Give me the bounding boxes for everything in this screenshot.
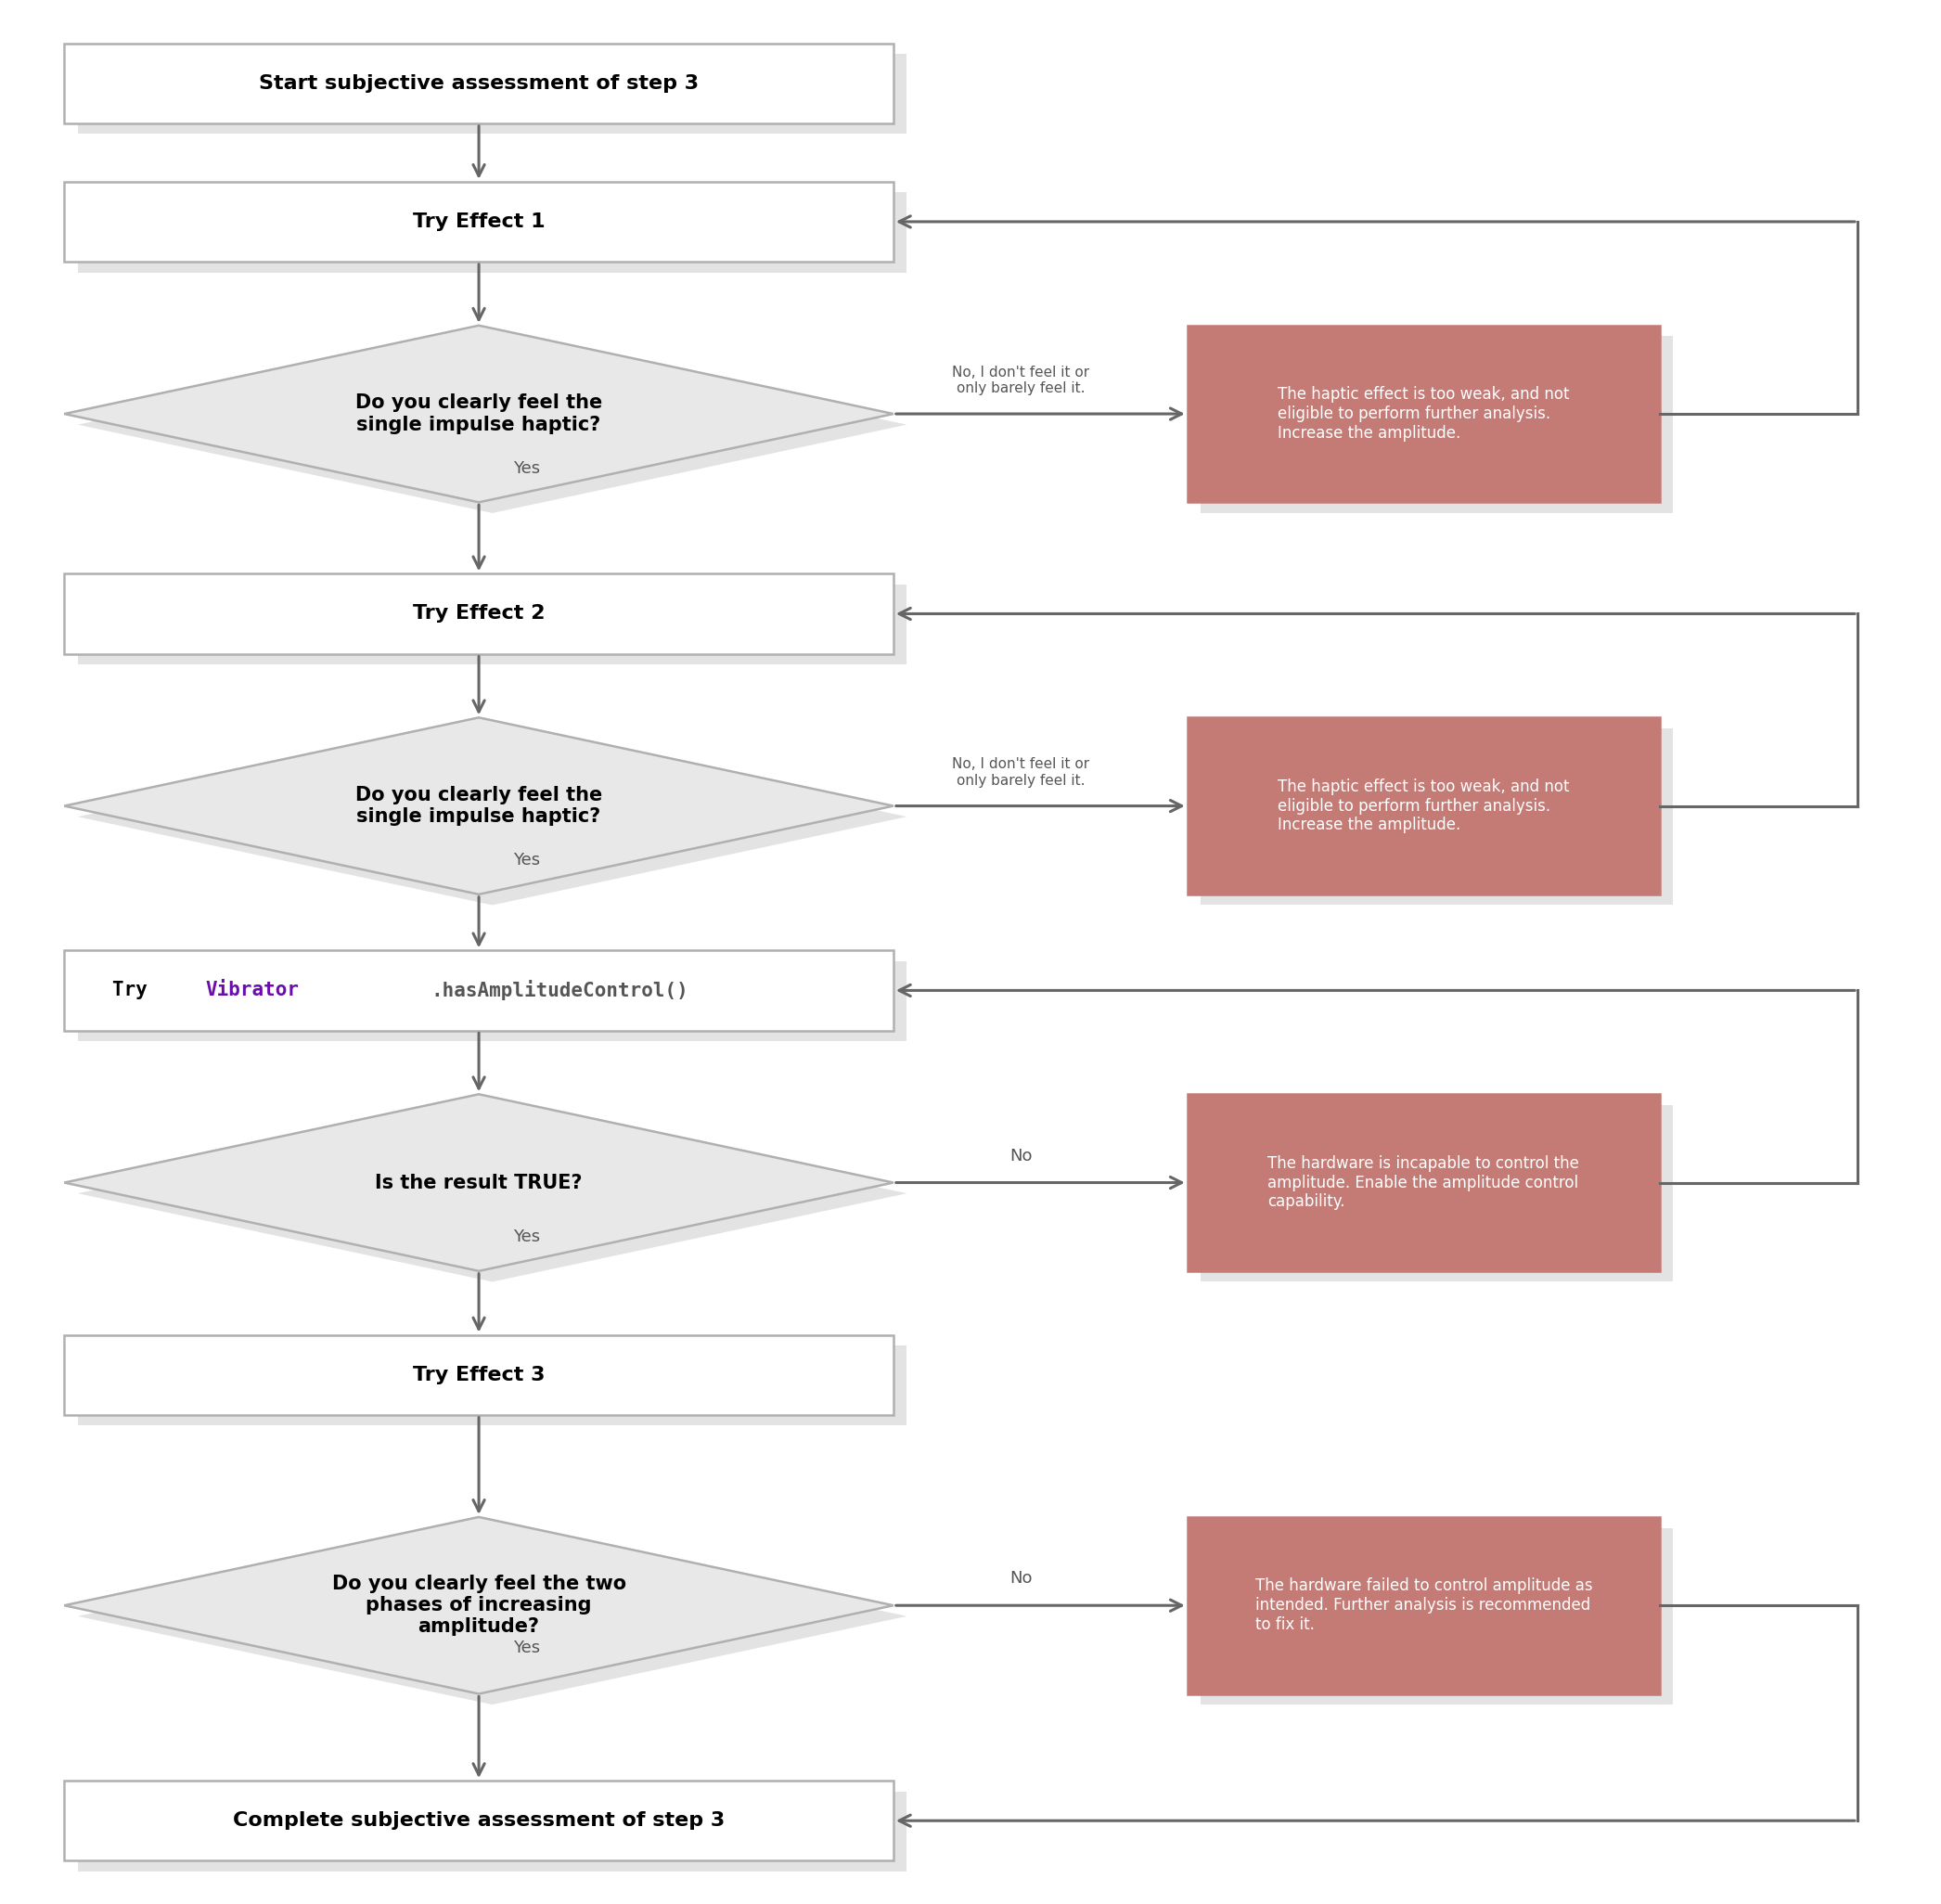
Text: .hasAmplitudeControl(): .hasAmplitudeControl() — [431, 981, 689, 1002]
FancyBboxPatch shape — [78, 962, 906, 1041]
Polygon shape — [78, 1527, 906, 1704]
Text: No, I don't feel it or
only barely feel it.: No, I don't feel it or only barely feel … — [953, 758, 1089, 788]
Text: Start subjective assessment of step 3: Start subjective assessment of step 3 — [258, 74, 699, 93]
FancyBboxPatch shape — [1188, 1095, 1660, 1272]
Text: Try: Try — [113, 981, 159, 1000]
Text: Do you clearly feel the
single impulse haptic?: Do you clearly feel the single impulse h… — [355, 786, 602, 826]
Text: Yes: Yes — [514, 853, 540, 868]
FancyBboxPatch shape — [64, 1780, 893, 1860]
Text: Yes: Yes — [514, 461, 540, 476]
Polygon shape — [64, 1095, 893, 1272]
FancyBboxPatch shape — [1201, 729, 1673, 904]
FancyBboxPatch shape — [78, 1792, 906, 1872]
FancyBboxPatch shape — [64, 573, 893, 653]
FancyBboxPatch shape — [78, 53, 906, 133]
FancyBboxPatch shape — [78, 192, 906, 272]
Text: Try Effect 2: Try Effect 2 — [413, 604, 545, 623]
Text: No: No — [1009, 1571, 1033, 1586]
FancyBboxPatch shape — [78, 1346, 906, 1426]
Text: Complete subjective assessment of step 3: Complete subjective assessment of step 3 — [233, 1811, 724, 1830]
Text: Is the result TRUE?: Is the result TRUE? — [375, 1173, 582, 1192]
FancyBboxPatch shape — [64, 181, 893, 261]
FancyBboxPatch shape — [64, 1335, 893, 1415]
Polygon shape — [78, 1104, 906, 1281]
FancyBboxPatch shape — [1201, 1527, 1673, 1704]
FancyBboxPatch shape — [64, 44, 893, 124]
Polygon shape — [64, 326, 893, 503]
Text: No: No — [1009, 1148, 1033, 1163]
FancyBboxPatch shape — [1201, 1104, 1673, 1281]
Text: Yes: Yes — [514, 1228, 540, 1245]
Polygon shape — [78, 337, 906, 512]
Text: The haptic effect is too weak, and not
eligible to perform further analysis.
Inc: The haptic effect is too weak, and not e… — [1277, 387, 1570, 442]
FancyBboxPatch shape — [1188, 326, 1660, 503]
FancyBboxPatch shape — [1188, 1517, 1660, 1695]
Polygon shape — [78, 729, 906, 904]
Text: Vibrator: Vibrator — [206, 981, 299, 1000]
Text: No, I don't feel it or
only barely feel it.: No, I don't feel it or only barely feel … — [953, 366, 1089, 396]
FancyBboxPatch shape — [1188, 718, 1660, 895]
Polygon shape — [64, 1517, 893, 1695]
Text: The haptic effect is too weak, and not
eligible to perform further analysis.
Inc: The haptic effect is too weak, and not e… — [1277, 779, 1570, 834]
Polygon shape — [64, 718, 893, 895]
FancyBboxPatch shape — [78, 585, 906, 664]
Text: Yes: Yes — [514, 1639, 540, 1656]
Text: The hardware is incapable to control the
amplitude. Enable the amplitude control: The hardware is incapable to control the… — [1267, 1156, 1580, 1211]
Text: Do you clearly feel the
single impulse haptic?: Do you clearly feel the single impulse h… — [355, 394, 602, 434]
FancyBboxPatch shape — [64, 950, 893, 1030]
Text: Do you clearly feel the two
phases of increasing
amplitude?: Do you clearly feel the two phases of in… — [332, 1575, 625, 1636]
Text: The hardware failed to control amplitude as
intended. Further analysis is recomm: The hardware failed to control amplitude… — [1256, 1578, 1592, 1634]
Text: Try Effect 3: Try Effect 3 — [413, 1365, 545, 1384]
Text: Try Effect 1: Try Effect 1 — [413, 213, 545, 230]
FancyBboxPatch shape — [1201, 337, 1673, 512]
